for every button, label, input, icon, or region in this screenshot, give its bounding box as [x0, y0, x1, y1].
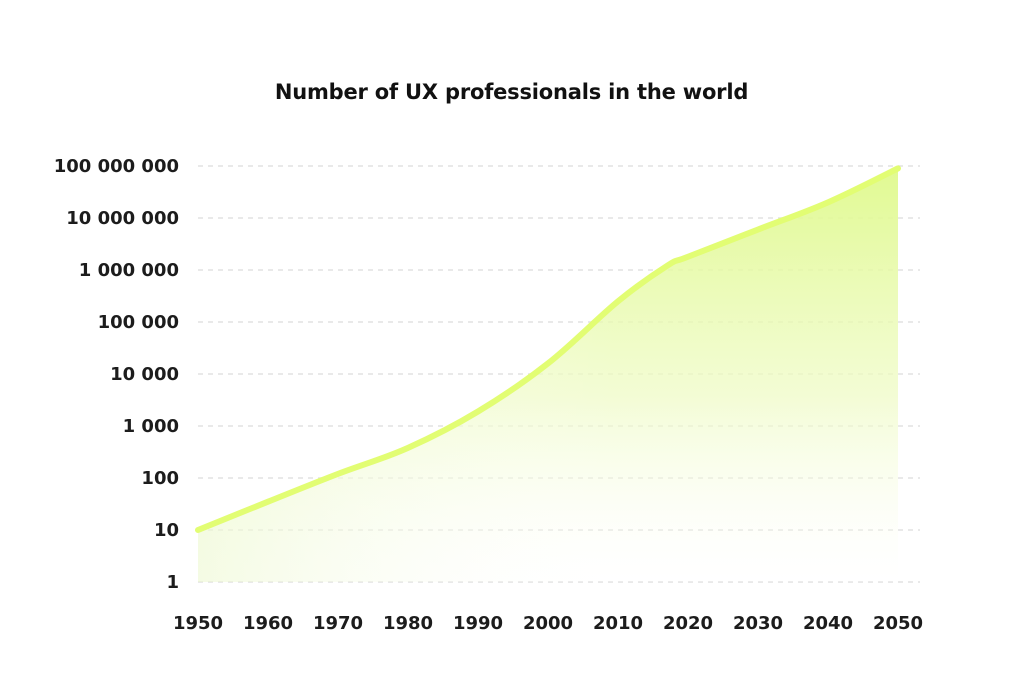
x-axis-ticks: 1950 1960 1970 1980 1990 2000 2010 2020 2030 2040… — [173, 613, 923, 634]
x-tick-label: 2040 — [803, 613, 853, 634]
y-tick-label: 1 000 — [123, 416, 179, 437]
y-tick-label: 100 000 — [98, 312, 179, 333]
y-tick-label: 1 000 000 — [79, 260, 179, 281]
chart-title: Number of UX professionals in the world — [274, 80, 749, 104]
x-tick-label: 1980 — [383, 613, 433, 634]
x-tick-label: 2020 — [663, 613, 713, 634]
x-tick-label: 2010 — [593, 613, 643, 634]
x-tick-label: 1950 — [173, 613, 223, 634]
y-tick-label: 10 000 000 — [66, 208, 179, 229]
x-tick-label: 1970 — [313, 613, 363, 634]
x-tick-label: 1960 — [243, 613, 293, 634]
series-line — [195, 165, 901, 533]
x-tick-label: 2000 — [523, 613, 573, 634]
x-tick-label: 1990 — [453, 613, 503, 634]
line-layer — [195, 165, 901, 533]
series-area-shade — [198, 168, 898, 582]
area-layer — [198, 168, 898, 582]
x-tick-label: 2030 — [733, 613, 783, 634]
y-tick-label: 1 — [166, 572, 179, 593]
y-tick-label: 10 — [154, 520, 179, 541]
y-tick-label: 10 000 — [110, 364, 179, 385]
y-tick-label: 100 — [141, 468, 179, 489]
y-tick-label: 100 000 000 — [54, 156, 179, 177]
y-axis-ticks: 1 10 100 1 000 10 000 100 000 1 000 000 10 000 … — [54, 156, 179, 593]
x-tick-label: 2050 — [873, 613, 923, 634]
